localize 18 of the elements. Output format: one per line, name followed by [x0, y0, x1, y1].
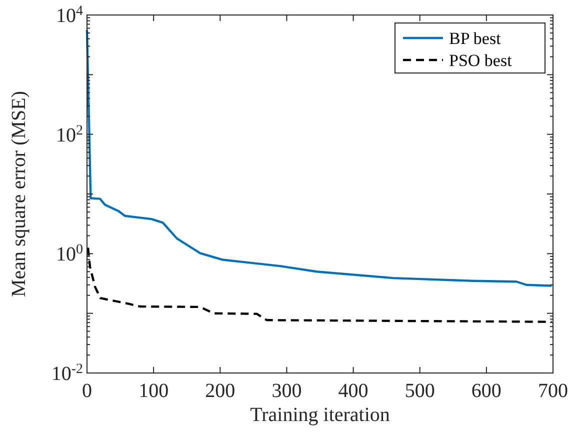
y-tick-label: 10$^{4}$: [56, 4, 83, 27]
legend-label: PSO best: [449, 51, 512, 70]
x-tick-label: 400: [338, 380, 368, 402]
x-tick-label: 700: [538, 380, 568, 402]
line-series: [86, 246, 553, 323]
y-tick-label: 10$^{2}$: [56, 122, 83, 146]
x-tick-label: 100: [138, 380, 169, 402]
y-tick-label: 10$^{0}$: [56, 242, 83, 266]
x-axis-title: Training iteration: [250, 404, 390, 426]
y-tick-label: 10$^{-2}$: [51, 362, 83, 385]
line-series: [86, 28, 553, 287]
x-tick-label: 300: [272, 380, 302, 402]
legend-label: BP best: [449, 29, 502, 48]
x-tick-label: 200: [205, 380, 236, 402]
x-tick-label: 600: [471, 380, 502, 402]
x-tick-label: 0: [82, 380, 92, 402]
y-axis-title: Mean square error (MSE): [8, 90, 30, 298]
x-tick-label: 500: [404, 380, 435, 402]
